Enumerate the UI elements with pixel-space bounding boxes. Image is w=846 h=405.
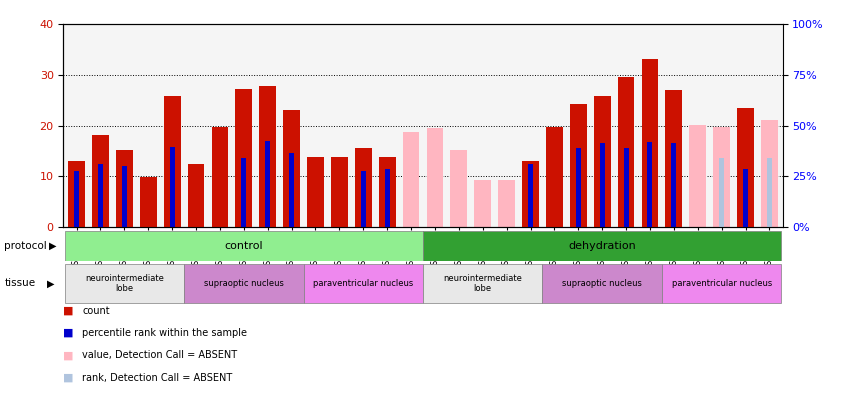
Bar — [423, 264, 542, 303]
Text: neurointermediate
lobe: neurointermediate lobe — [443, 274, 522, 293]
Text: protocol: protocol — [4, 241, 47, 251]
Bar — [170, 147, 174, 227]
Text: ▶: ▶ — [49, 241, 57, 251]
Text: ■: ■ — [63, 350, 74, 360]
Text: tissue: tissue — [4, 279, 36, 288]
Text: percentile rank within the sample: percentile rank within the sample — [82, 328, 247, 338]
Bar — [260, 86, 276, 227]
Bar — [528, 164, 533, 227]
Bar — [743, 168, 748, 227]
Text: ■: ■ — [63, 306, 74, 316]
Bar — [618, 77, 634, 227]
Bar — [184, 264, 304, 303]
Bar — [74, 171, 79, 227]
Bar — [212, 126, 228, 227]
Bar — [307, 158, 324, 227]
Bar — [450, 150, 467, 227]
Bar — [360, 171, 365, 227]
Text: dehydration: dehydration — [569, 241, 636, 251]
Text: ■: ■ — [63, 373, 74, 383]
Bar — [570, 104, 586, 227]
Bar — [662, 264, 782, 303]
Bar — [713, 126, 730, 227]
Bar — [475, 180, 491, 227]
Bar — [379, 158, 396, 227]
Bar — [265, 141, 270, 227]
Text: count: count — [82, 306, 110, 316]
Bar — [304, 264, 423, 303]
Text: ■: ■ — [63, 328, 74, 338]
Bar — [423, 231, 782, 261]
Bar — [624, 148, 629, 227]
Bar — [122, 166, 127, 227]
Bar — [355, 148, 371, 227]
Text: supraoptic nucleus: supraoptic nucleus — [204, 279, 283, 288]
Bar — [164, 96, 180, 227]
Bar — [542, 264, 662, 303]
Bar — [498, 180, 515, 227]
Bar — [689, 125, 706, 227]
Bar — [69, 161, 85, 227]
Bar — [403, 132, 420, 227]
Bar — [647, 142, 652, 227]
Text: supraoptic nucleus: supraoptic nucleus — [563, 279, 642, 288]
Text: control: control — [224, 241, 263, 251]
Bar — [116, 150, 133, 227]
Text: ▶: ▶ — [47, 279, 54, 288]
Bar — [385, 168, 390, 227]
Bar — [64, 264, 184, 303]
Bar — [641, 59, 658, 227]
Bar — [594, 96, 611, 227]
Bar — [737, 108, 754, 227]
Bar — [289, 153, 294, 227]
Text: value, Detection Call = ABSENT: value, Detection Call = ABSENT — [82, 350, 237, 360]
Bar — [241, 158, 246, 227]
Text: rank, Detection Call = ABSENT: rank, Detection Call = ABSENT — [82, 373, 233, 383]
Bar — [331, 158, 348, 227]
Bar — [576, 148, 581, 227]
Bar — [761, 121, 777, 227]
Bar — [140, 177, 157, 227]
Text: paraventricular nucleus: paraventricular nucleus — [672, 279, 772, 288]
Bar — [64, 231, 423, 261]
Bar — [719, 158, 724, 227]
Bar — [666, 90, 682, 227]
Bar — [188, 164, 205, 227]
Bar — [283, 110, 300, 227]
Bar — [92, 134, 109, 227]
Bar — [600, 143, 605, 227]
Bar — [307, 164, 324, 227]
Bar — [522, 161, 539, 227]
Bar — [426, 128, 443, 227]
Text: neurointermediate
lobe: neurointermediate lobe — [85, 274, 164, 293]
Bar — [546, 126, 563, 227]
Bar — [98, 164, 103, 227]
Bar — [767, 158, 772, 227]
Bar — [235, 89, 252, 227]
Bar — [672, 143, 676, 227]
Text: paraventricular nucleus: paraventricular nucleus — [313, 279, 414, 288]
